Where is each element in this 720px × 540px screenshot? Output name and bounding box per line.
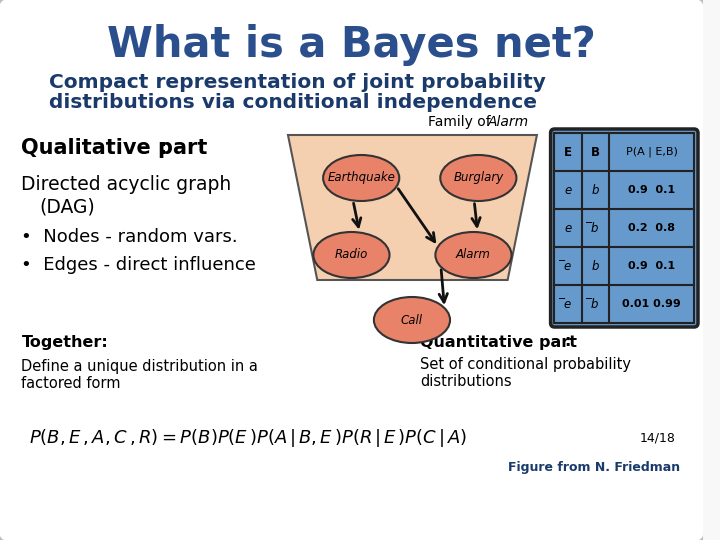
Text: What is a Bayes net?: What is a Bayes net? (107, 24, 596, 66)
Text: •  Edges - direct influence: • Edges - direct influence (22, 256, 256, 274)
Text: 0.9  0.1: 0.9 0.1 (628, 185, 675, 195)
Text: Burglary: Burglary (453, 172, 503, 185)
Text: 0.2  0.8: 0.2 0.8 (628, 223, 675, 233)
Text: e: e (564, 184, 572, 197)
Text: 0.01 0.99: 0.01 0.99 (622, 299, 681, 309)
Ellipse shape (374, 297, 450, 343)
Ellipse shape (440, 155, 516, 201)
Text: E: E (564, 145, 572, 159)
Text: Together:: Together: (22, 334, 108, 349)
Text: Earthquake: Earthquake (328, 172, 395, 185)
Text: ̅e: ̅e (564, 298, 572, 310)
Text: ̅b: ̅b (592, 221, 599, 234)
Text: :: : (564, 334, 571, 349)
Text: P(A | E,B): P(A | E,B) (626, 147, 678, 157)
Text: b: b (592, 184, 599, 197)
Ellipse shape (323, 155, 400, 201)
Ellipse shape (313, 232, 390, 278)
Text: 14/18: 14/18 (639, 431, 675, 444)
Text: Directed acyclic graph: Directed acyclic graph (22, 176, 232, 194)
Text: •  Nodes - random vars.: • Nodes - random vars. (22, 228, 238, 246)
Text: Qualitative part: Qualitative part (22, 138, 208, 158)
Text: 0.9  0.1: 0.9 0.1 (628, 261, 675, 271)
Text: factored form: factored form (22, 376, 121, 392)
Text: Family of: Family of (428, 115, 495, 129)
Text: distributions via conditional independence: distributions via conditional independen… (49, 92, 537, 111)
Text: distributions: distributions (420, 375, 511, 389)
Text: e: e (564, 221, 572, 234)
Text: Compact representation of joint probability: Compact representation of joint probabil… (49, 73, 546, 92)
FancyBboxPatch shape (551, 129, 698, 327)
Text: Radio: Radio (335, 248, 368, 261)
FancyBboxPatch shape (0, 0, 705, 540)
Text: ̅b: ̅b (592, 298, 599, 310)
Text: Alarm: Alarm (456, 248, 491, 261)
Text: b: b (592, 260, 599, 273)
Text: Call: Call (401, 314, 423, 327)
Text: ̅e: ̅e (564, 260, 572, 273)
Text: (DAG): (DAG) (39, 198, 95, 217)
Ellipse shape (436, 232, 511, 278)
Text: :: : (158, 138, 166, 158)
Text: $P(B,E\,, A, C\,, R) = P(B)P(E\,)P(A\,|\,B, E\,)P(R\,|\,E\,)P(C\,|\,A)$: $P(B,E\,, A, C\,, R) = P(B)P(E\,)P(A\,|\… (30, 427, 467, 449)
Text: Define a unique distribution in a: Define a unique distribution in a (22, 359, 258, 374)
Text: Figure from N. Friedman: Figure from N. Friedman (508, 462, 680, 475)
Text: Quantitative part: Quantitative part (420, 334, 577, 349)
Text: B: B (591, 145, 600, 159)
Text: Alarm: Alarm (488, 115, 529, 129)
Polygon shape (288, 135, 537, 280)
Text: Set of conditional probability: Set of conditional probability (420, 356, 631, 372)
